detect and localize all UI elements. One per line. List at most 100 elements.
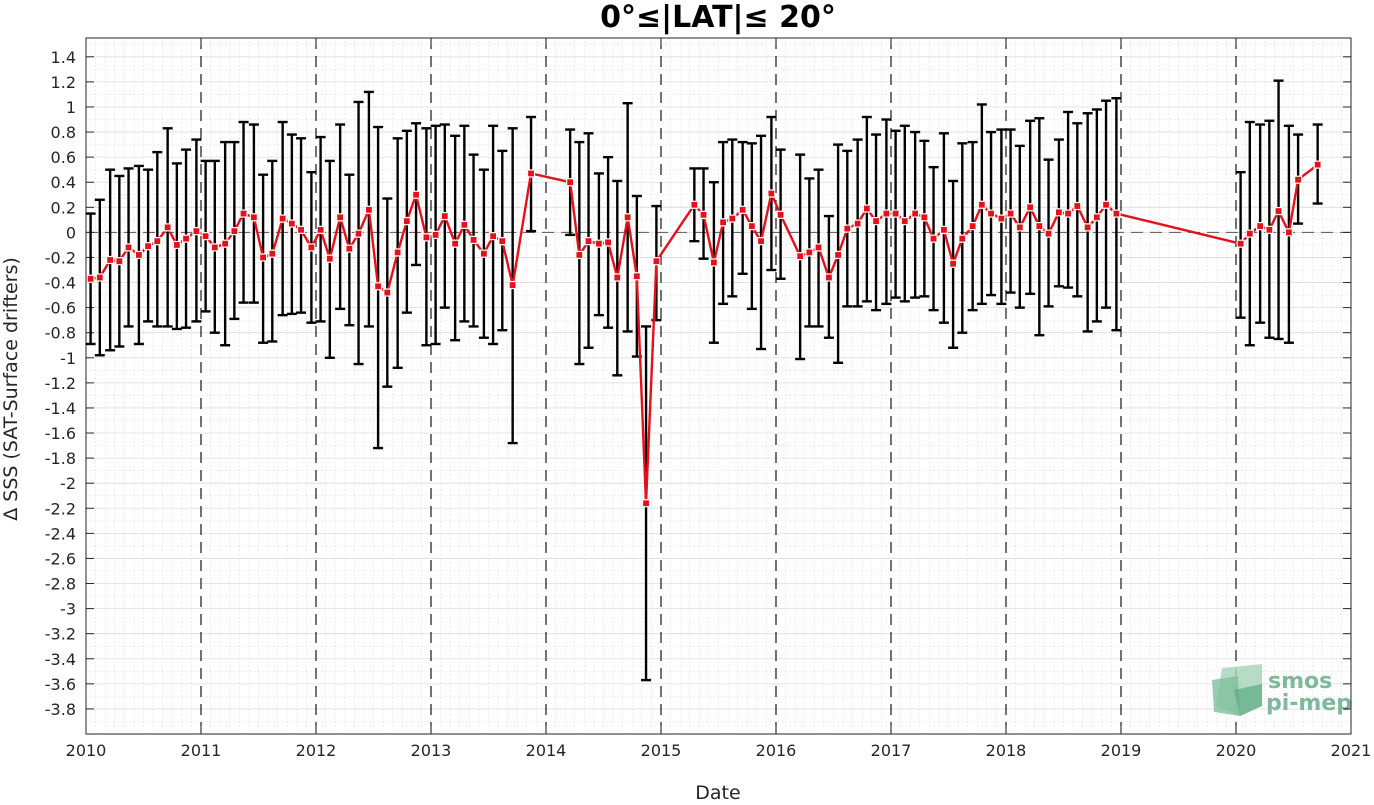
y-tick-labels: 1.4 1.2 1 0.8 0.6 0.4 0.2 0 -0.2 -0.4 -0.6 -0.8 -1 -1… [45, 48, 76, 719]
errorbar [1063, 110, 1074, 289]
data-point [566, 178, 575, 187]
logo-line1: smos [1268, 669, 1332, 694]
y-tick-label: 0 [66, 223, 76, 242]
y-tick-label: -2.2 [45, 499, 76, 518]
data-point [603, 238, 613, 247]
data-point [192, 227, 201, 236]
plot-frame [85, 37, 1352, 735]
data-point [824, 273, 834, 282]
data-point [1112, 209, 1121, 218]
data-point [431, 230, 440, 239]
data-point [498, 237, 507, 246]
data-point [652, 257, 661, 266]
data-point [853, 219, 862, 228]
data-point [632, 272, 641, 281]
data-point [767, 189, 776, 198]
y-tick-label: -3.6 [45, 675, 76, 694]
data-point [641, 499, 651, 508]
y-tick-label: -2.8 [45, 575, 76, 594]
data-point [699, 210, 708, 219]
data-point [469, 235, 478, 245]
x-tick-label: 2013 [411, 741, 452, 760]
data-point [958, 234, 967, 243]
axes-layer [85, 37, 1352, 735]
data-point [871, 216, 881, 226]
data-point [796, 252, 805, 261]
data-point [239, 209, 248, 218]
data-point [508, 280, 517, 290]
y-tick-label: 1.4 [51, 48, 76, 67]
y-tick-label: 0.2 [51, 198, 76, 217]
data-point [172, 240, 181, 250]
y-tick-label: -2 [60, 474, 76, 493]
data-point [460, 220, 469, 229]
data-point [144, 242, 153, 251]
data-point [891, 209, 900, 218]
data-point [1293, 175, 1303, 184]
data-point [900, 216, 909, 226]
data-point [862, 204, 871, 213]
data-point [440, 211, 449, 221]
data-point [1035, 222, 1044, 231]
data-point [383, 288, 392, 297]
data-point [411, 190, 421, 199]
data-point [402, 216, 411, 226]
data-point [422, 233, 431, 242]
data-point [1265, 225, 1274, 234]
data-point [1313, 160, 1322, 169]
data-point [115, 257, 124, 266]
errorbar [450, 134, 461, 342]
data-point [345, 244, 354, 253]
x-tick-label: 2021 [1331, 741, 1372, 760]
data-point [221, 239, 230, 248]
data-point [393, 248, 402, 257]
data-point [584, 237, 593, 246]
x-tick-labels: 2010 2011 2012 2013 2014 2015 2016 2017 2018 2019… [66, 741, 1372, 760]
data-point [163, 223, 172, 232]
data-point [230, 227, 239, 236]
data-point [911, 209, 920, 218]
y-tick-label: -2.6 [45, 549, 76, 568]
errorbar [1082, 112, 1093, 333]
data-point [997, 214, 1006, 223]
data-point [986, 209, 996, 218]
data-point [1083, 223, 1092, 232]
y-tick-label: 0.8 [51, 123, 76, 142]
data-point [489, 232, 498, 241]
data-point [153, 237, 162, 246]
data-point [249, 213, 258, 222]
data-point [776, 210, 785, 219]
data-point [1236, 239, 1245, 248]
data-point [939, 225, 949, 234]
data-point [805, 248, 814, 257]
data-point [268, 249, 277, 258]
data-point [1245, 229, 1254, 238]
y-tick-label: 1 [66, 98, 76, 117]
data-point [1054, 208, 1064, 217]
data-point [106, 255, 115, 265]
chart-title: 0°≤|LAT|≤ 20° [600, 0, 836, 35]
data-point [526, 169, 536, 178]
y-tick-label: -1.4 [45, 399, 76, 418]
data-point [814, 243, 823, 252]
y-tick-label: -3.4 [45, 650, 76, 669]
data-point [210, 243, 219, 252]
x-tick-label: 2015 [641, 741, 682, 760]
data-point [728, 214, 737, 223]
x-tick-label: 2010 [66, 741, 107, 760]
data-point [709, 258, 719, 267]
data-point [1063, 209, 1073, 218]
data-point [948, 259, 958, 268]
data-point [690, 200, 699, 209]
data-point [929, 234, 938, 243]
data-point [354, 229, 363, 238]
data-point [613, 273, 622, 282]
data-point [843, 224, 852, 233]
data-point [882, 209, 891, 218]
y-tick-label: -0.2 [45, 248, 76, 267]
y-tick-label: -3 [60, 600, 76, 619]
y-tick-label: -1.2 [45, 374, 76, 393]
data-point [718, 218, 728, 227]
